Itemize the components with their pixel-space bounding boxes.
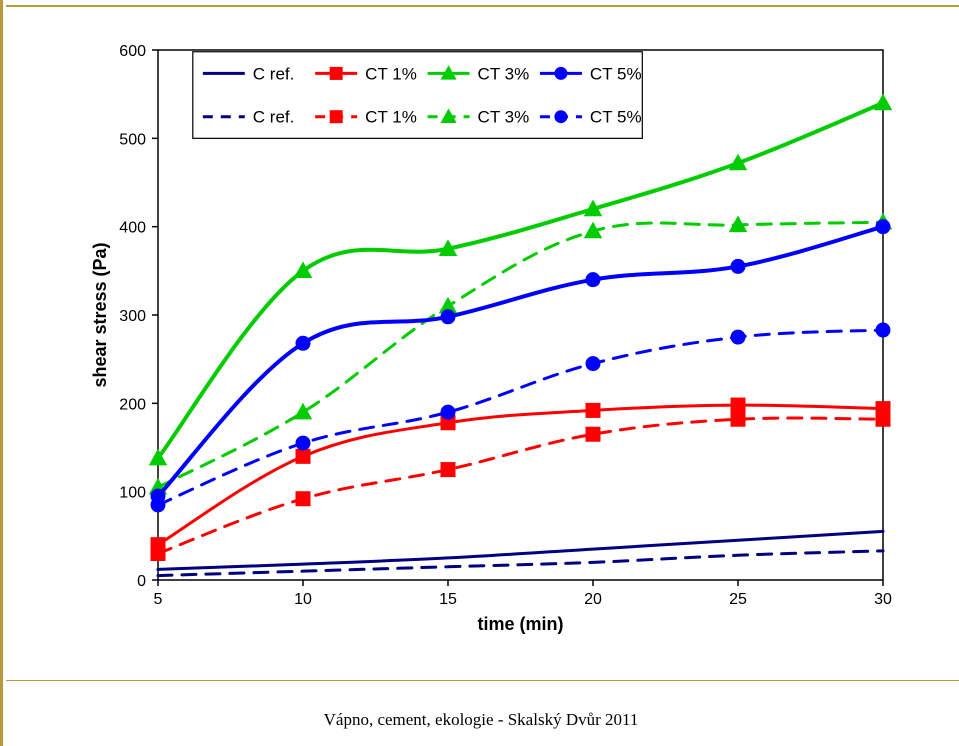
svg-text:500: 500 bbox=[119, 131, 146, 148]
svg-text:CT 3%: CT 3% bbox=[478, 108, 530, 127]
shear-stress-chart: 0 100 200 300 400 500 600 5 10 15 20 25 30 time (min)… bbox=[88, 40, 898, 640]
footer-text: Vápno, cement, ekologie - Skalský Dvůr 2… bbox=[3, 710, 959, 730]
svg-text:30: 30 bbox=[874, 591, 892, 608]
svg-text:CT 5%: CT 5% bbox=[590, 108, 642, 127]
svg-text:CT 3%: CT 3% bbox=[478, 64, 530, 83]
svg-text:100: 100 bbox=[119, 485, 146, 502]
svg-text:15: 15 bbox=[439, 591, 457, 608]
svg-text:C ref.: C ref. bbox=[253, 108, 295, 127]
svg-text:5: 5 bbox=[154, 591, 163, 608]
svg-text:time (min): time (min) bbox=[477, 614, 563, 634]
svg-text:CT 5%: CT 5% bbox=[590, 64, 642, 83]
svg-text:300: 300 bbox=[119, 308, 146, 325]
svg-text:shear stress (Pa): shear stress (Pa) bbox=[90, 242, 110, 387]
svg-text:CT 1%: CT 1% bbox=[365, 108, 417, 127]
svg-text:20: 20 bbox=[584, 591, 602, 608]
svg-text:200: 200 bbox=[119, 396, 146, 413]
svg-text:CT 1%: CT 1% bbox=[365, 64, 417, 83]
svg-text:10: 10 bbox=[294, 591, 312, 608]
svg-text:C ref.: C ref. bbox=[253, 64, 295, 83]
svg-text:600: 600 bbox=[119, 43, 146, 60]
svg-text:25: 25 bbox=[729, 591, 747, 608]
svg-text:400: 400 bbox=[119, 220, 146, 237]
svg-text:0: 0 bbox=[137, 573, 146, 590]
